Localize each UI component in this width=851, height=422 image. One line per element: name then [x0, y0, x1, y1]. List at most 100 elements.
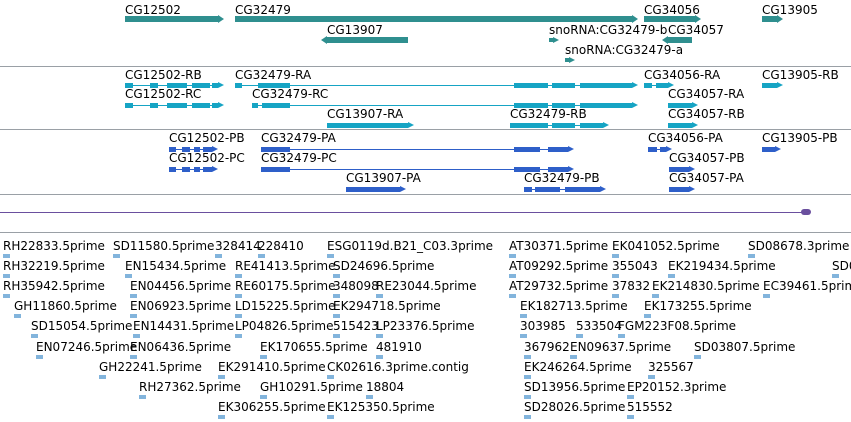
mrna-label[interactable]: CG34056-RA	[644, 68, 721, 82]
gene-feature-bar[interactable]	[762, 16, 777, 22]
protein-exon[interactable]	[182, 167, 190, 172]
est-feature-bar[interactable]	[258, 254, 265, 258]
est-label[interactable]: EN09637.5prime	[570, 340, 672, 354]
est-label[interactable]: EK173255.5prime	[644, 299, 752, 313]
mrna-label[interactable]: CG34057-RA	[668, 87, 745, 101]
est-feature-bar[interactable]	[524, 415, 531, 419]
mrna-exon[interactable]	[762, 83, 777, 88]
est-feature-bar[interactable]	[376, 334, 383, 338]
est-feature-bar[interactable]	[99, 375, 106, 379]
est-feature-bar[interactable]	[694, 355, 701, 359]
mrna-label[interactable]: CG34057-RB	[668, 107, 745, 121]
protein-label[interactable]: CG32479-PC	[261, 151, 337, 165]
gene-feature-bar[interactable]	[327, 37, 408, 43]
est-feature-bar[interactable]	[218, 375, 225, 379]
est-label[interactable]: EK182713.5prime	[520, 299, 628, 313]
gene-label[interactable]: CG13907	[327, 23, 383, 37]
protein-label[interactable]: CG12502-PB	[169, 131, 245, 145]
gene-label[interactable]: CG12502	[125, 3, 181, 17]
mrna-exon[interactable]	[150, 103, 158, 108]
est-label[interactable]: LP23376.5prime	[376, 319, 475, 333]
est-label[interactable]: 325567	[648, 360, 694, 374]
protein-exon[interactable]	[261, 167, 290, 172]
est-label[interactable]: EN04456.5prime	[130, 279, 232, 293]
est-feature-bar[interactable]	[627, 415, 634, 419]
gene-label[interactable]: CG34057	[668, 23, 724, 37]
est-label[interactable]: EK170655.5prime	[260, 340, 368, 354]
est-label[interactable]: EC39461.5prime	[763, 279, 851, 293]
protein-exon[interactable]	[346, 187, 400, 192]
protein-exon[interactable]	[169, 167, 176, 172]
mrna-exon[interactable]	[668, 103, 692, 108]
est-label[interactable]: RE23044.5prime	[376, 279, 477, 293]
chromosome-end-marker[interactable]	[801, 209, 811, 215]
est-feature-bar[interactable]	[509, 294, 516, 298]
protein-exon[interactable]	[648, 147, 657, 152]
est-feature-bar[interactable]	[31, 334, 38, 338]
est-feature-bar[interactable]	[627, 395, 634, 399]
protein-label[interactable]: CG34057-PB	[669, 151, 745, 165]
mrna-exon[interactable]	[212, 103, 218, 108]
mrna-exon[interactable]	[580, 103, 632, 108]
mrna-exon[interactable]	[580, 123, 603, 128]
est-feature-bar[interactable]	[3, 254, 10, 258]
mrna-exon[interactable]	[192, 83, 210, 88]
est-feature-bar[interactable]	[333, 274, 340, 278]
est-label[interactable]: 348098	[333, 279, 379, 293]
protein-exon[interactable]	[514, 167, 540, 172]
est-label[interactable]: LP04826.5prime	[235, 319, 334, 333]
est-label[interactable]: AT29732.5prime	[509, 279, 609, 293]
protein-exon[interactable]	[182, 147, 190, 152]
est-feature-bar[interactable]	[570, 355, 577, 359]
est-feature-bar[interactable]	[327, 254, 334, 258]
est-label[interactable]: EK214830.5prime	[652, 279, 760, 293]
gene-feature-bar[interactable]	[549, 38, 553, 42]
est-label[interactable]: EK041052.5prime	[612, 239, 720, 253]
mrna-exon[interactable]	[514, 103, 548, 108]
est-feature-bar[interactable]	[327, 375, 334, 379]
est-feature-bar[interactable]	[36, 355, 43, 359]
est-label[interactable]: RH35942.5prime	[3, 279, 105, 293]
est-feature-bar[interactable]	[376, 294, 383, 298]
protein-exon[interactable]	[261, 147, 290, 152]
est-label[interactable]: RE41413.5prime	[235, 259, 336, 273]
est-label[interactable]: LD15225.5prime	[235, 299, 336, 313]
est-feature-bar[interactable]	[130, 294, 137, 298]
est-label[interactable]: 515552	[627, 400, 673, 414]
est-label[interactable]: SD15054.5prime	[31, 319, 133, 333]
est-feature-bar[interactable]	[524, 355, 531, 359]
protein-exon[interactable]	[514, 147, 540, 152]
est-label[interactable]: SD28026.5prime	[524, 400, 626, 414]
gene-label[interactable]: CG34056	[644, 3, 700, 17]
est-label[interactable]: EK291410.5prime	[218, 360, 326, 374]
mrna-exon[interactable]	[125, 83, 133, 88]
est-feature-bar[interactable]	[333, 334, 340, 338]
protein-exon[interactable]	[565, 187, 600, 192]
mrna-exon[interactable]	[252, 103, 258, 108]
est-feature-bar[interactable]	[618, 334, 625, 338]
est-feature-bar[interactable]	[14, 314, 21, 318]
protein-exon[interactable]	[524, 187, 532, 192]
est-feature-bar[interactable]	[3, 274, 10, 278]
est-feature-bar[interactable]	[612, 274, 619, 278]
mrna-exon[interactable]	[644, 83, 652, 88]
est-label[interactable]: GH10291.5prime	[260, 380, 363, 394]
est-label[interactable]: SD11580.5prime	[113, 239, 215, 253]
mrna-exon[interactable]	[167, 103, 187, 108]
est-label[interactable]: EK306255.5prime	[218, 400, 326, 414]
mrna-exon[interactable]	[150, 83, 158, 88]
mrna-exon[interactable]	[235, 83, 242, 88]
mrna-exon[interactable]	[212, 83, 218, 88]
mrna-exon[interactable]	[258, 83, 290, 88]
mrna-exon[interactable]	[167, 83, 187, 88]
est-feature-bar[interactable]	[235, 334, 242, 338]
protein-label[interactable]: CG12502-PC	[169, 151, 245, 165]
est-label[interactable]: 18804	[366, 380, 405, 394]
protein-exon[interactable]	[548, 167, 568, 172]
est-label[interactable]: CK02616.3prime.contig	[327, 360, 469, 374]
est-label[interactable]: SD03807.5prime	[694, 340, 796, 354]
est-feature-bar[interactable]	[524, 375, 531, 379]
est-feature-bar[interactable]	[218, 415, 225, 419]
est-label[interactable]: RE60175.5prime	[235, 279, 336, 293]
protein-exon[interactable]	[203, 147, 212, 152]
